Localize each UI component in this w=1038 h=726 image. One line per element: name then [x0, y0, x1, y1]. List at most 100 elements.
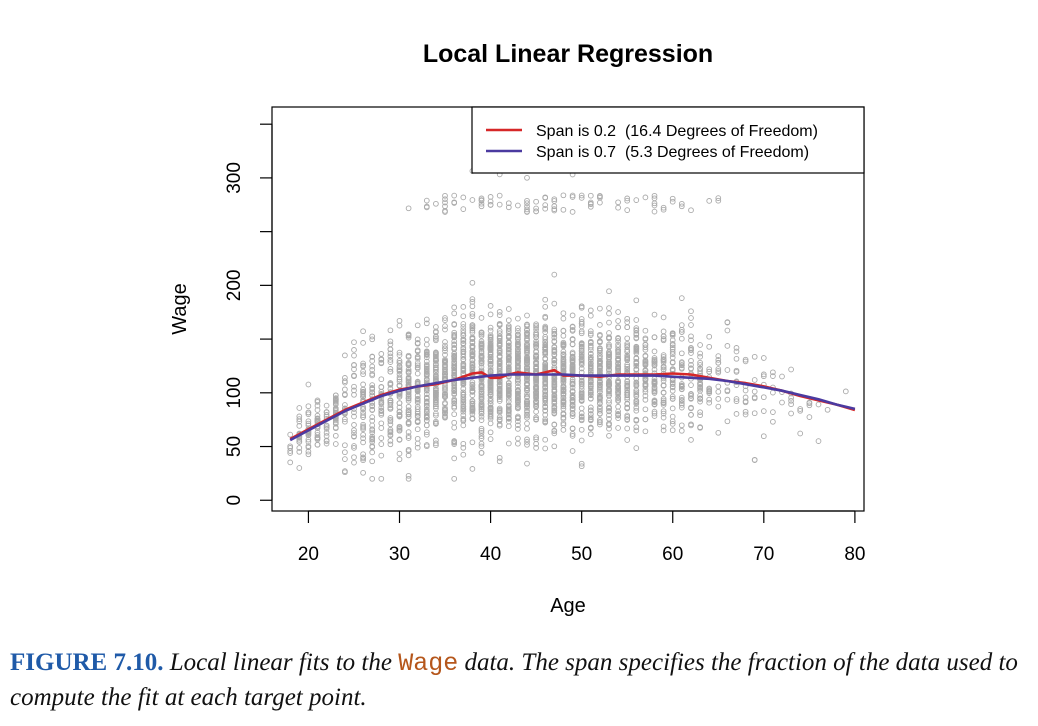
scatter-point — [551, 381, 558, 388]
scatter-point — [578, 389, 585, 396]
scatter-point — [323, 440, 330, 447]
scatter-point — [433, 421, 439, 427]
scatter-point — [305, 381, 312, 388]
scatter-point — [342, 469, 348, 476]
scatter-point — [478, 402, 485, 409]
scatter-point — [715, 360, 722, 366]
scatter-point — [496, 192, 503, 199]
scatter-point — [615, 346, 621, 353]
scatter-point — [405, 397, 412, 404]
scatter-point — [542, 360, 549, 367]
scatter-point — [515, 350, 521, 357]
scatter-point — [542, 344, 549, 350]
scatter-point — [332, 395, 339, 401]
scatter-point — [560, 397, 567, 404]
scatter-point — [633, 347, 640, 354]
scatter-point — [469, 404, 476, 411]
scatter-point — [433, 353, 439, 360]
scatter-point — [515, 325, 521, 332]
scatter-point — [515, 346, 521, 353]
scatter-point — [815, 438, 822, 444]
scatter-point — [551, 207, 558, 214]
scatter-point — [351, 422, 357, 428]
scatter-point — [551, 430, 558, 437]
scatter-point — [287, 443, 294, 450]
scatter-point — [451, 387, 458, 394]
scatter-point — [633, 325, 640, 331]
scatter-point — [396, 456, 403, 463]
scatter-point — [597, 421, 603, 428]
scatter-point — [515, 348, 521, 355]
scatter-point — [551, 396, 558, 403]
scatter-point — [387, 418, 394, 425]
scatter-point — [423, 412, 430, 418]
y-tick-label: 200 — [224, 270, 245, 302]
scatter-point — [624, 405, 631, 411]
scatter-point — [706, 399, 713, 406]
scatter-point — [678, 329, 685, 335]
scatter-point — [688, 322, 694, 328]
fit-lines — [289, 368, 856, 442]
scatter-point — [651, 390, 658, 396]
scatter-point — [496, 328, 503, 334]
scatter-point — [624, 354, 631, 360]
scatter-point — [597, 199, 603, 206]
scatter-point — [587, 414, 594, 421]
scatter-point — [351, 409, 357, 416]
scatter-point — [332, 417, 339, 424]
scatter-point — [624, 356, 631, 362]
scatter-point — [606, 361, 612, 367]
scatter-point — [524, 400, 530, 407]
scatter-point — [351, 339, 357, 346]
scatter-point — [624, 315, 631, 322]
scatter-point — [533, 445, 539, 451]
scatter-point — [451, 439, 458, 446]
scatter-point — [369, 382, 376, 388]
scatter-point — [624, 347, 631, 353]
scatter-point — [296, 465, 303, 471]
scatter-point — [478, 390, 485, 397]
scatter-point — [433, 385, 439, 392]
scatter-point — [697, 353, 703, 360]
scatter-point — [451, 310, 458, 317]
scatter-point — [505, 408, 512, 415]
scatter-point — [578, 377, 585, 384]
scatter-point — [660, 352, 667, 358]
scatter-point — [606, 390, 612, 397]
scatter-point — [342, 442, 348, 449]
scatter-point — [351, 373, 357, 380]
figure-label: FIGURE 7.10. — [10, 649, 164, 676]
scatter-point — [460, 440, 467, 447]
scatter-point — [560, 315, 567, 322]
scatter-point — [697, 409, 703, 416]
scatter-point — [515, 202, 521, 209]
scatter-point — [560, 359, 567, 366]
scatter-point — [606, 334, 612, 341]
scatter-point — [314, 407, 321, 413]
scatter-point — [505, 342, 512, 349]
scatter-point — [587, 340, 594, 346]
scatter-point — [469, 325, 476, 332]
scatter-point — [597, 379, 603, 385]
scatter-point — [560, 387, 567, 393]
scatter-point — [451, 304, 458, 311]
scatter-point — [487, 382, 494, 389]
scatter-point — [660, 314, 667, 321]
scatter-point — [678, 394, 685, 401]
scatter-point — [442, 409, 448, 416]
scatter-point — [414, 362, 421, 369]
scatter-point — [515, 426, 521, 432]
scatter-point — [524, 420, 530, 427]
figure-caption: FIGURE 7.10. Local linear fits to the Wa… — [10, 646, 1034, 715]
scatter-point — [606, 400, 612, 406]
scatter-point — [478, 435, 485, 442]
scatter-point — [678, 335, 685, 342]
scatter-point — [642, 359, 649, 365]
scatter-point — [469, 296, 476, 302]
scatter-point — [578, 318, 585, 325]
scatter-point — [314, 434, 321, 441]
scatter-point — [360, 409, 366, 416]
scatter-point — [551, 405, 558, 412]
scatter-point — [505, 361, 512, 367]
scatter-point — [505, 332, 512, 339]
